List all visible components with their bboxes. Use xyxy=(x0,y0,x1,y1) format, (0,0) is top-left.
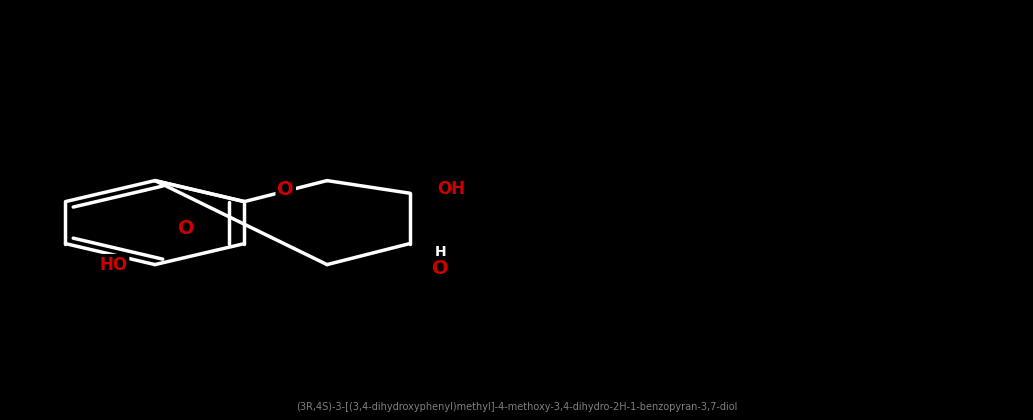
Text: (3R,4S)-3-[(3,4-dihydroxyphenyl)methyl]-4-methoxy-3,4-dihydro-2H-1-benzopyran-3,: (3R,4S)-3-[(3,4-dihydroxyphenyl)methyl]-… xyxy=(295,402,738,412)
Text: O: O xyxy=(278,179,294,199)
Text: O: O xyxy=(178,219,194,239)
Text: OH: OH xyxy=(437,180,465,198)
Text: HO: HO xyxy=(99,256,128,273)
Text: H: H xyxy=(435,245,446,259)
Text: O: O xyxy=(433,259,449,278)
